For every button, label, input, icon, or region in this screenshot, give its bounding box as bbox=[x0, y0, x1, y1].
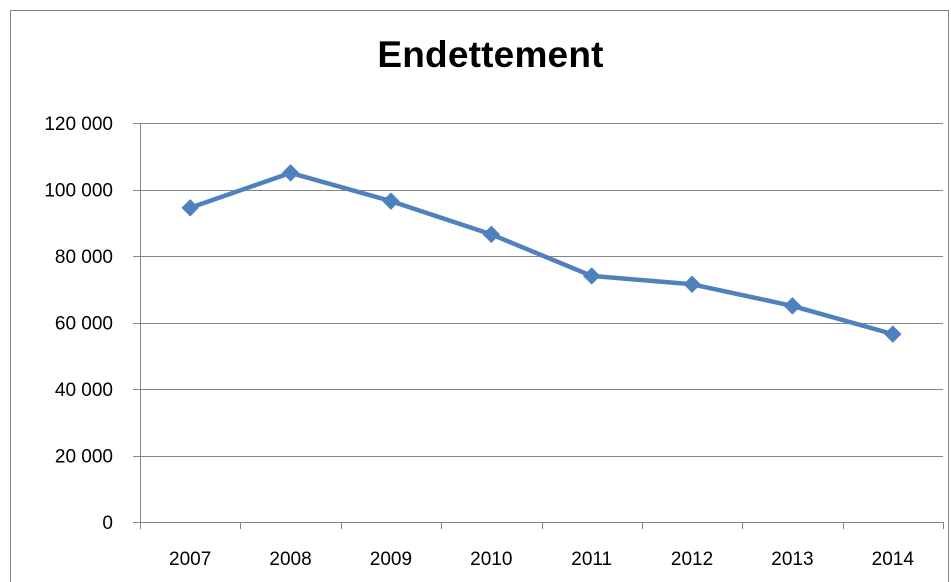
gridlines bbox=[140, 123, 943, 457]
x-tick-label: 2012 bbox=[671, 549, 713, 570]
y-tick-label: 60 000 bbox=[55, 314, 113, 335]
y-tick-label: 100 000 bbox=[44, 181, 113, 202]
data-point-marker bbox=[181, 199, 199, 217]
data-point-marker bbox=[783, 297, 802, 315]
y-tick-label: 120 000 bbox=[44, 114, 113, 135]
x-tick-label: 2010 bbox=[470, 549, 512, 570]
y-tick-label: 80 000 bbox=[55, 247, 113, 268]
chart-frame bbox=[10, 10, 949, 582]
x-tick-label: 2009 bbox=[370, 549, 412, 570]
x-tick-label: 2008 bbox=[269, 549, 311, 570]
data-point-marker bbox=[482, 225, 501, 244]
chart-title: Endettement bbox=[377, 34, 604, 75]
x-tick-label: 2011 bbox=[571, 549, 612, 570]
x-tick-label: 2014 bbox=[872, 549, 915, 570]
data-point-marker bbox=[884, 325, 902, 343]
y-tick-label: 40 000 bbox=[55, 380, 113, 401]
data-point-marker bbox=[382, 192, 400, 210]
y-tick-label: 0 bbox=[102, 513, 113, 534]
x-tick-label: 2007 bbox=[169, 549, 211, 570]
series-layer bbox=[181, 164, 902, 343]
x-tick-labels: 2007 2008 2009 2010 2011 2012 2013 2014 bbox=[169, 549, 914, 570]
x-tick-label: 2013 bbox=[771, 549, 813, 570]
data-point-marker bbox=[281, 164, 300, 182]
y-tick-labels: 0 20 000 40 000 60 000 80 000 100 000 120 000 bbox=[44, 114, 113, 534]
y-tick-label: 20 000 bbox=[55, 447, 113, 468]
series-line bbox=[187, 170, 896, 337]
data-point-marker bbox=[683, 275, 701, 293]
axes bbox=[133, 123, 944, 529]
data-point-marker bbox=[582, 267, 601, 285]
